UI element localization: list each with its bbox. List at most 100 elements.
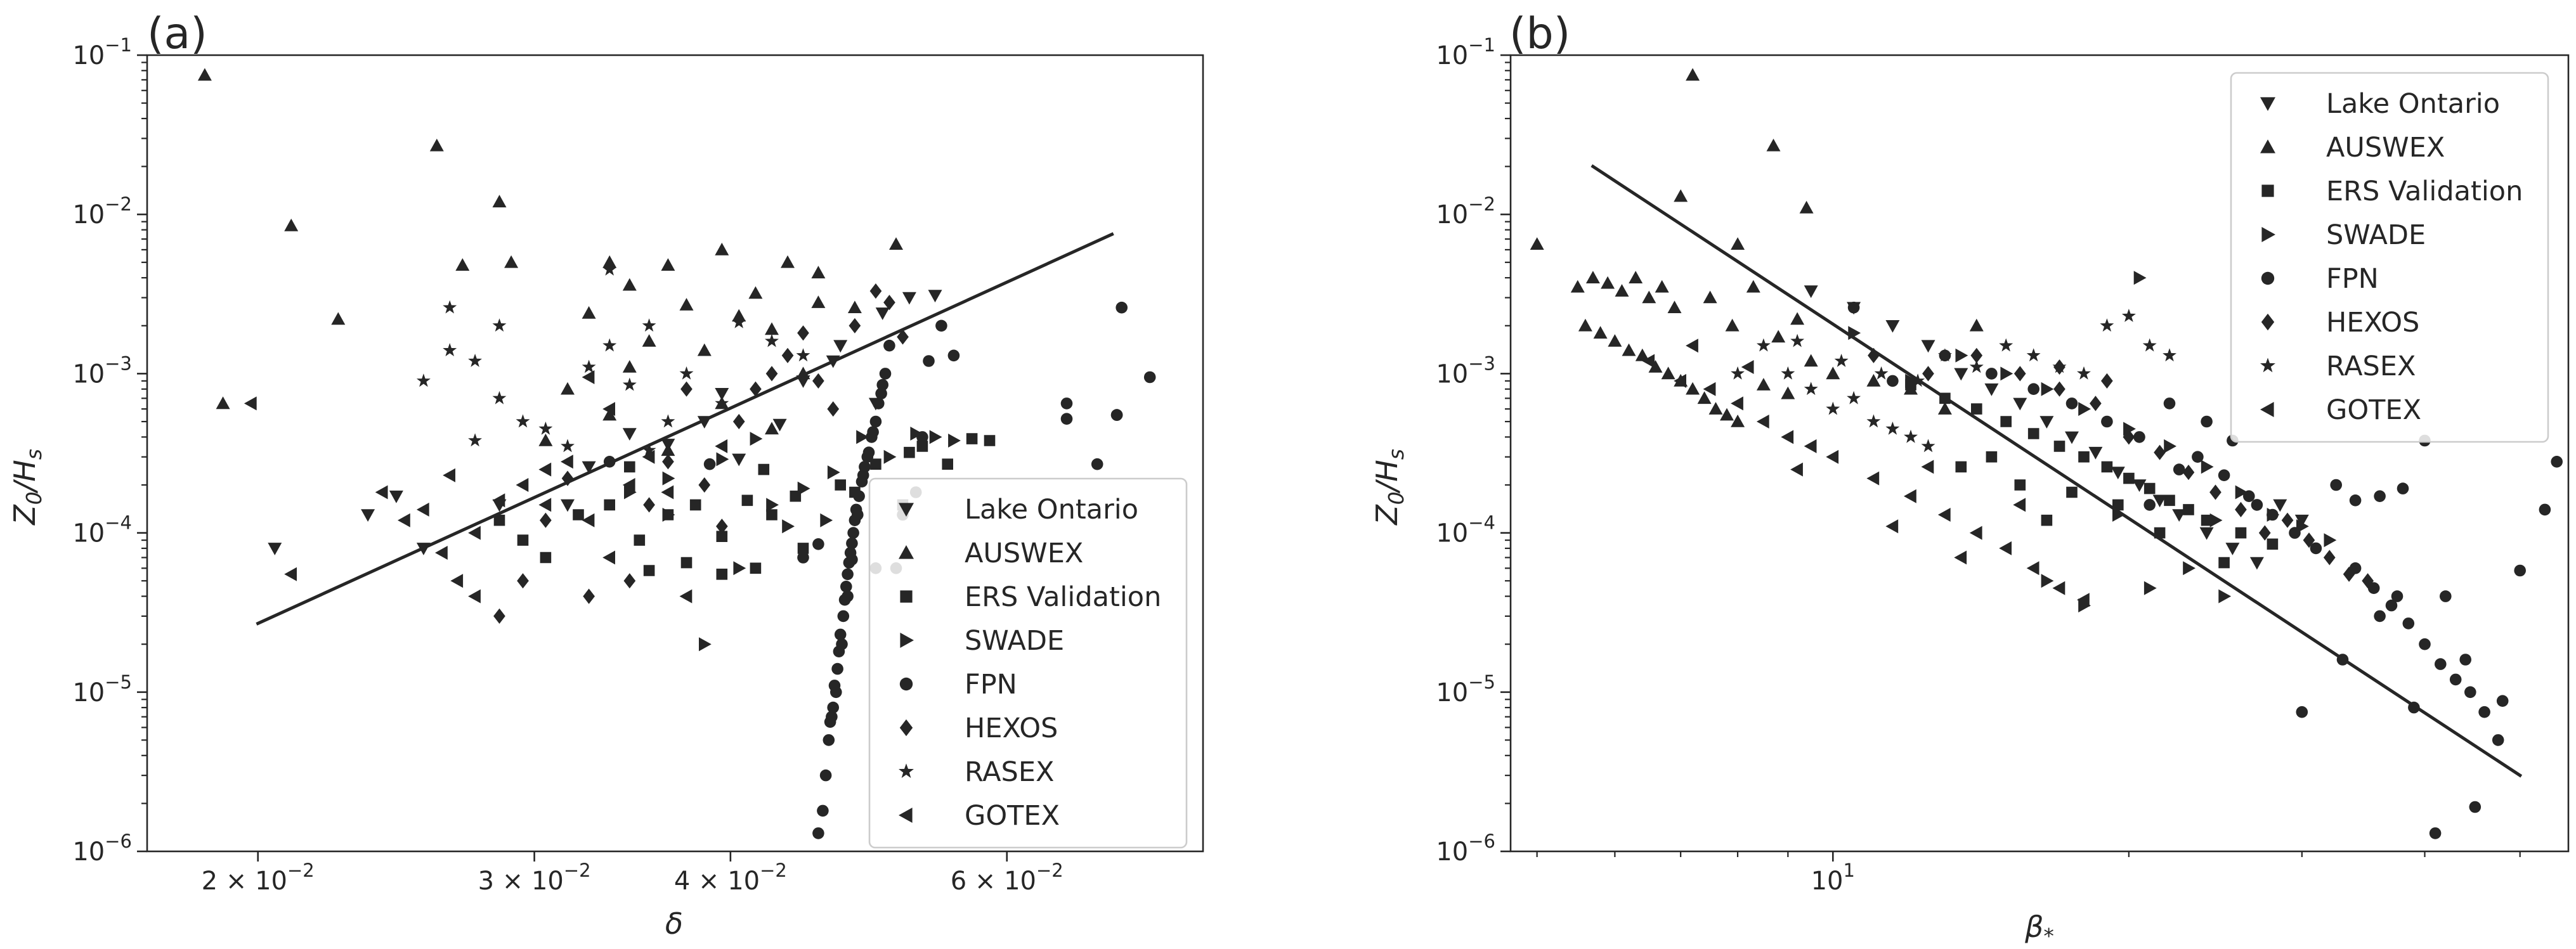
data-point <box>661 258 675 271</box>
y-tick-label-a: 10−6 <box>72 830 132 867</box>
legend-marker-auswex <box>899 545 914 559</box>
data-point <box>1720 408 1734 421</box>
data-point <box>2053 441 2065 452</box>
data-point <box>443 343 457 356</box>
data-point <box>2330 479 2342 491</box>
data-point <box>2101 415 2113 428</box>
data-point <box>1826 401 1840 415</box>
data-point <box>622 278 637 291</box>
data-point <box>750 381 762 397</box>
data-point <box>2152 494 2167 508</box>
data-point <box>856 430 869 444</box>
data-point <box>2218 557 2230 569</box>
data-point <box>2143 581 2157 595</box>
x-tick-label-b: 101 <box>1811 860 1855 896</box>
data-point <box>2419 638 2431 650</box>
legend-marker-gotex <box>2260 402 2274 417</box>
data-point <box>732 413 745 430</box>
legend-frame <box>2230 72 2549 443</box>
data-point <box>1955 348 1968 363</box>
data-point <box>642 334 656 347</box>
data-point <box>1834 354 1849 367</box>
data-point <box>661 414 675 428</box>
data-point <box>2539 503 2551 516</box>
data-point <box>2026 561 2039 576</box>
data-point <box>2041 574 2054 588</box>
data-point <box>948 434 961 448</box>
data-point <box>916 441 928 452</box>
y-axis-label-b: Z0/Hs <box>1370 449 1408 526</box>
data-point <box>852 508 864 521</box>
data-point <box>443 468 455 482</box>
data-point <box>703 458 716 470</box>
data-point <box>624 461 635 473</box>
data-point <box>2324 533 2337 548</box>
data-point <box>468 589 481 604</box>
data-point <box>643 497 655 513</box>
data-point <box>1937 508 1951 522</box>
data-point <box>2235 501 2247 517</box>
data-point <box>782 519 795 534</box>
data-point <box>2225 543 2240 555</box>
data-point <box>1937 348 1952 362</box>
data-point <box>517 573 529 589</box>
data-point <box>1642 354 1655 368</box>
data-point <box>1593 326 1608 339</box>
data-point <box>516 414 530 428</box>
data-point <box>1971 403 1982 415</box>
data-point <box>1741 360 1754 374</box>
data-point <box>602 338 617 352</box>
data-point <box>796 348 810 362</box>
data-point <box>1756 378 1771 391</box>
data-point <box>2000 366 2013 381</box>
data-point <box>2026 348 2041 362</box>
data-point <box>689 499 701 511</box>
data-point <box>2492 734 2504 746</box>
data-point <box>2182 465 2195 481</box>
data-point <box>846 553 858 565</box>
data-point <box>1661 366 1675 380</box>
data-point <box>1771 330 1786 343</box>
data-point <box>492 195 507 208</box>
data-point <box>1866 373 1881 387</box>
data-point <box>2014 479 2026 491</box>
legend-marker-hexos <box>899 719 913 737</box>
data-point <box>2349 494 2362 507</box>
data-point <box>889 237 903 250</box>
legend-marker-lake-ontario <box>2260 97 2275 111</box>
data-point <box>883 449 897 464</box>
data-point <box>1986 451 1998 463</box>
plot-area-b: 10−6 10−5 10−4 10−3 10−2 10−1 101 Lake Ontario A… <box>1436 34 2570 896</box>
data-point <box>2429 827 2442 839</box>
data-point <box>2154 444 2166 460</box>
legend-marker-gotex <box>899 808 913 823</box>
data-point <box>2142 338 2157 352</box>
data-point <box>1781 386 1795 399</box>
data-point <box>879 368 892 380</box>
data-point <box>766 498 779 512</box>
data-point <box>540 512 552 528</box>
data-point <box>2183 561 2195 576</box>
data-point <box>833 340 848 353</box>
data-point <box>602 550 615 565</box>
y-tick-label-a: 10−2 <box>72 193 132 229</box>
data-point <box>715 242 729 255</box>
legend-label-fpn: FPN <box>2326 263 2379 295</box>
data-point <box>2385 599 2398 612</box>
data-point <box>1622 343 1636 356</box>
data-point <box>2101 461 2113 473</box>
data-point <box>902 292 916 305</box>
data-point <box>2289 527 2301 539</box>
data-point <box>765 322 779 335</box>
data-point <box>1608 334 1622 347</box>
legend-marker-hexos <box>2261 313 2275 331</box>
data-point <box>935 320 947 332</box>
data-point <box>2027 383 2039 395</box>
data-point <box>1143 371 1156 384</box>
data-point <box>1799 200 1814 214</box>
data-point <box>2397 482 2409 494</box>
data-point <box>2374 490 2386 502</box>
data-point <box>1731 366 1745 380</box>
data-point <box>661 443 675 456</box>
data-point <box>797 543 809 554</box>
